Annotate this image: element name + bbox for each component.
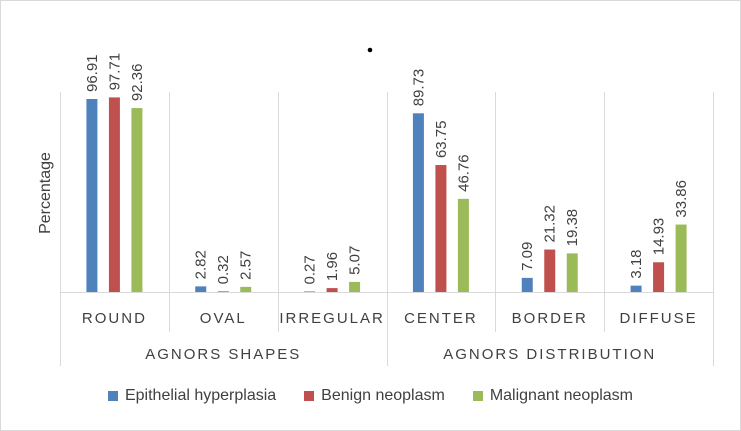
bar-value-label: 89.73 [410, 69, 427, 107]
bar-value-label: 7.09 [519, 242, 536, 271]
bar-value-label: 63.75 [433, 120, 450, 158]
bar-value-label: 96.91 [84, 54, 101, 92]
bar-benign-neoplasm-border [544, 249, 556, 292]
bar-value-label: 21.32 [542, 205, 559, 243]
bar-value-label: 46.76 [455, 154, 472, 192]
bar-value-label: 5.07 [347, 246, 364, 275]
legend-swatch [304, 391, 315, 401]
y-axis-title: Percentage [37, 152, 54, 234]
category-label-oval: OVAL [200, 310, 247, 327]
bar-benign-neoplasm-oval [217, 291, 229, 292]
bar-benign-neoplasm-round [108, 97, 120, 292]
bar-epithelial-hyperplasia-oval [195, 286, 207, 292]
bar-malignant-neoplasm-round [131, 108, 143, 293]
bar-malignant-neoplasm-diffuse [675, 224, 687, 292]
bar-malignant-neoplasm-irregular [349, 281, 361, 292]
category-label-center: CENTER [404, 310, 478, 327]
bar-value-label: 0.32 [215, 255, 232, 284]
bar-malignant-neoplasm-center [457, 198, 469, 292]
legend-item-benign-neoplasm: Benign neoplasm [304, 387, 445, 405]
group-label-agnors-distribution: AGNORS DISTRIBUTION [443, 346, 656, 363]
bar-value-label: 14.93 [651, 218, 668, 256]
legend-item-malignant-neoplasm: Malignant neoplasm [472, 387, 634, 405]
legend-label: Malignant neoplasm [489, 387, 634, 404]
category-label-diffuse: DIFFUSE [619, 310, 697, 327]
category-label-border: BORDER [512, 310, 588, 327]
bar-malignant-neoplasm-oval [240, 286, 252, 292]
bar-epithelial-hyperplasia-irregular [304, 291, 316, 292]
stray-dot [367, 47, 373, 53]
legend-label: Epithelial hyperplasia [124, 387, 277, 404]
bar-value-label: 2.57 [238, 251, 255, 280]
bar-value-label: 97.71 [106, 53, 123, 91]
legend-item-epithelial-hyperplasia: Epithelial hyperplasia [107, 387, 277, 405]
bar-epithelial-hyperplasia-center [412, 113, 424, 292]
bar-epithelial-hyperplasia-round [86, 99, 98, 292]
chart-marks: 96.91 97.71 92.36 ROUND 2.82 0.32 2.57 OVAL 0.27… [60, 53, 714, 366]
category-label-irregular: IRREGULAR [279, 310, 385, 327]
bar-value-label: 0.27 [302, 255, 319, 284]
bar-benign-neoplasm-irregular [326, 288, 338, 292]
bar-value-label: 2.82 [193, 250, 210, 279]
bar-value-label: 19.38 [564, 209, 581, 247]
bar-value-label: 1.96 [324, 252, 341, 281]
bar-value-label: 92.36 [129, 64, 146, 102]
bar-benign-neoplasm-center [435, 165, 447, 292]
category-label-round: ROUND [82, 310, 147, 327]
bar-epithelial-hyperplasia-diffuse [630, 285, 642, 292]
bar-value-label: 3.18 [628, 249, 645, 278]
legend-swatch [107, 391, 118, 401]
bar-epithelial-hyperplasia-border [521, 277, 533, 292]
bar-benign-neoplasm-diffuse [653, 262, 665, 292]
group-label-agnors-shapes: AGNORS SHAPES [145, 346, 301, 363]
bar-malignant-neoplasm-border [566, 253, 578, 292]
legend: Epithelial hyperplasia Benign neoplasm M… [0, 384, 741, 408]
legend-swatch [472, 391, 483, 401]
bar-value-label: 33.86 [673, 180, 690, 218]
legend-label: Benign neoplasm [321, 387, 445, 404]
